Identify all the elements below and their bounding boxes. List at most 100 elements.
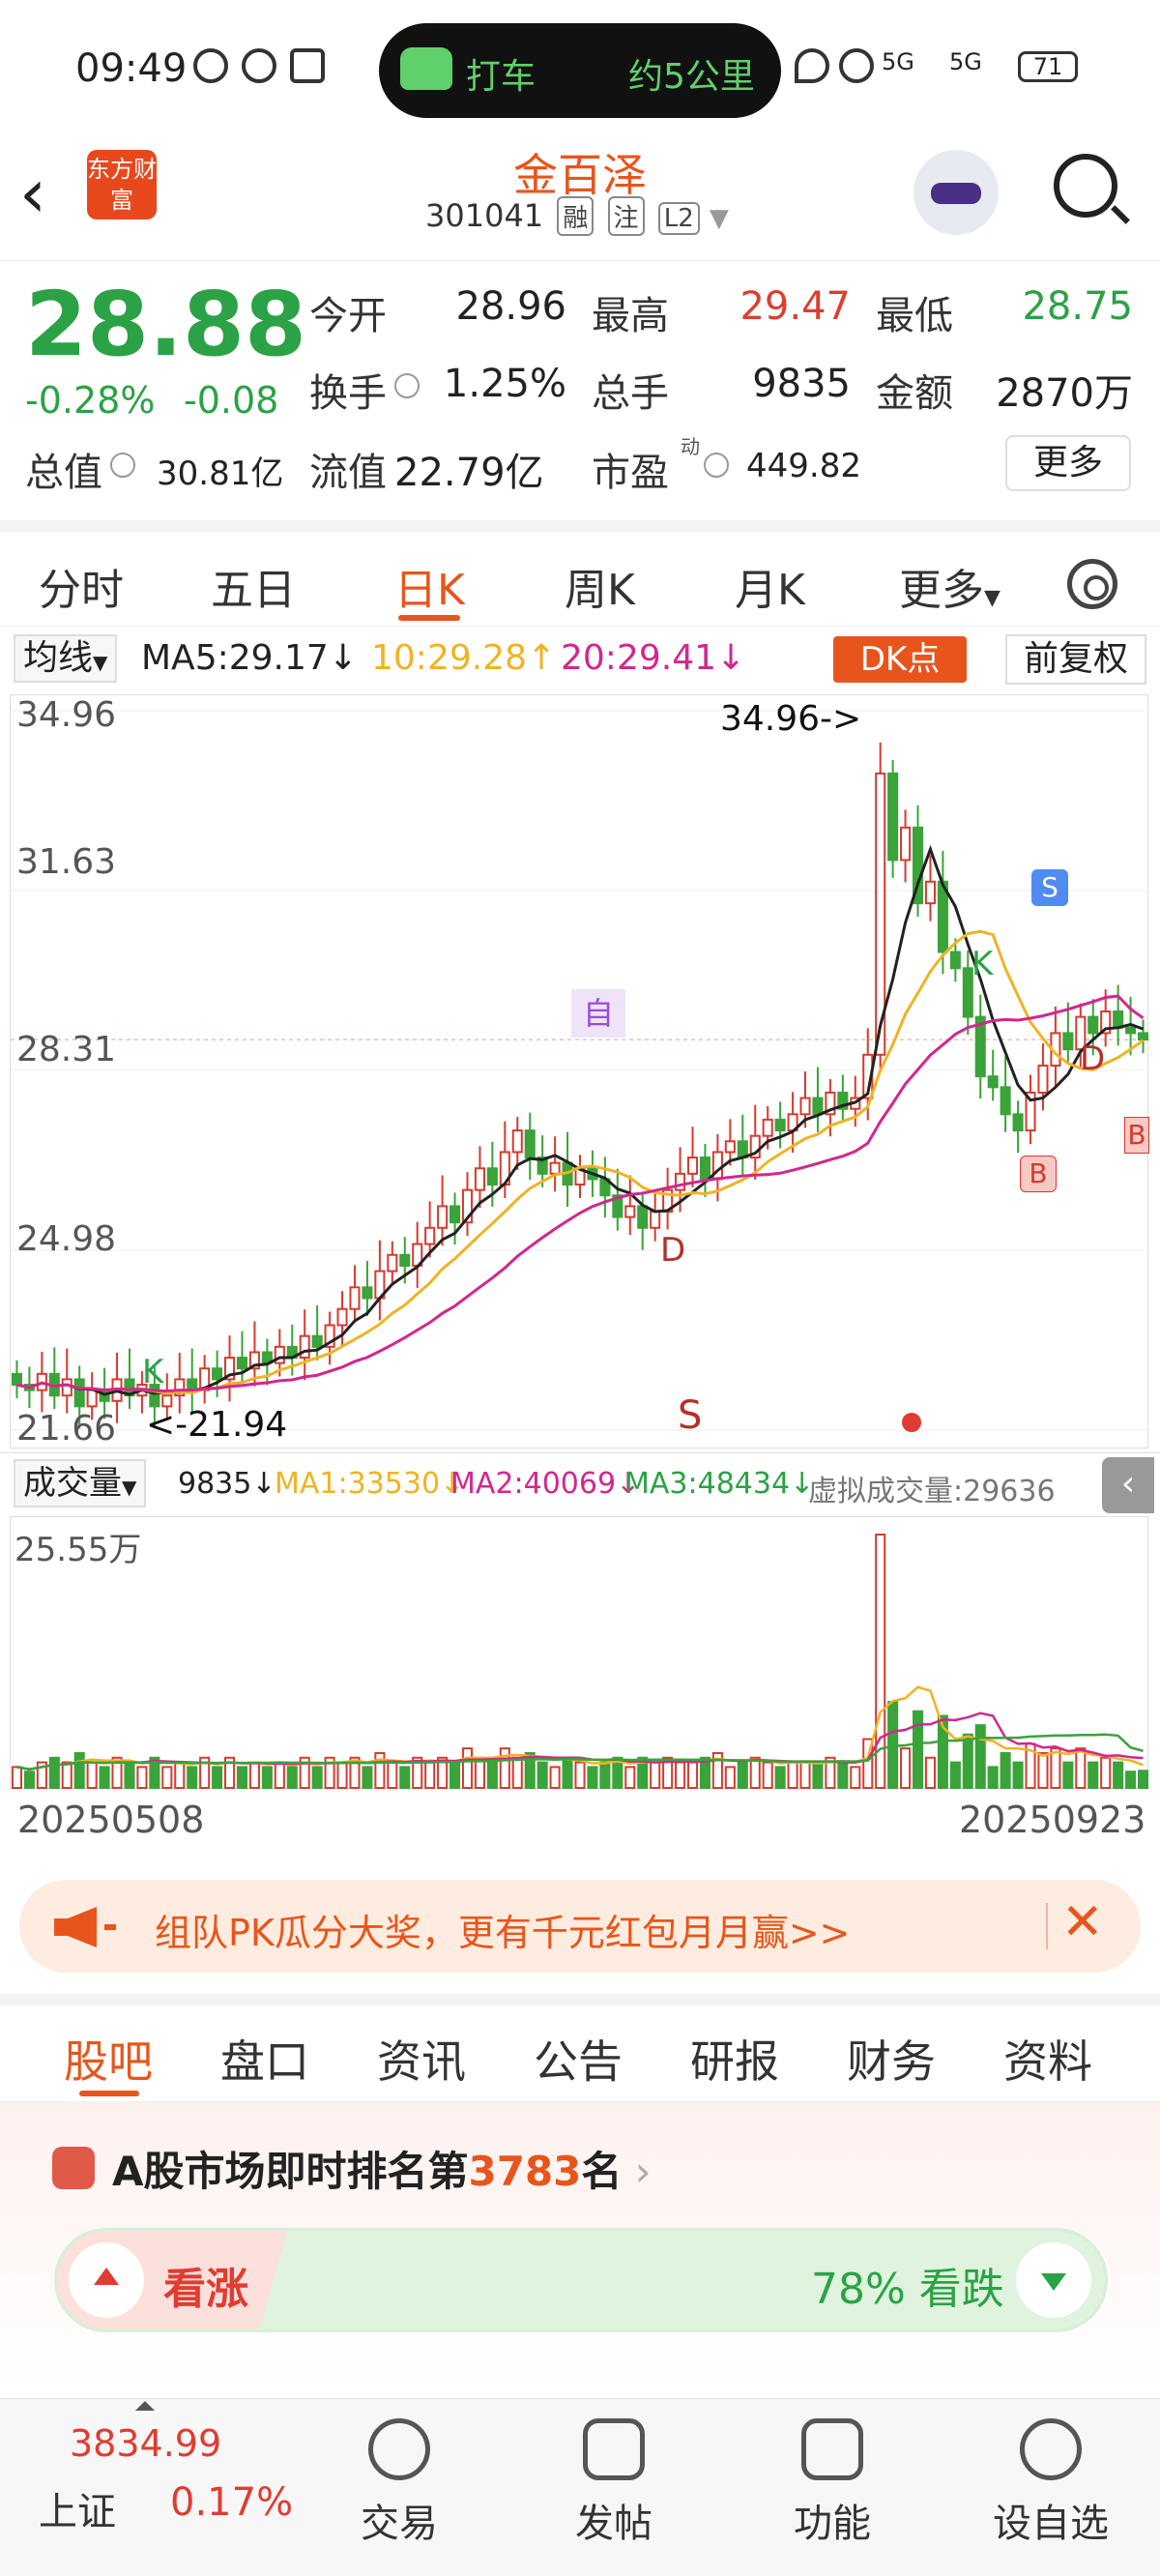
gear-icon[interactable]: [1067, 559, 1117, 609]
volume-bar: [349, 1756, 361, 1789]
edit-icon: [583, 2418, 645, 2480]
nav-post[interactable]: 发帖: [541, 2418, 686, 2548]
tab-announcements[interactable]: 公告: [534, 2035, 623, 2088]
tab-research[interactable]: 研报: [690, 2035, 779, 2088]
rank-link[interactable]: A股市场即时排名第3783名 ›: [112, 2139, 652, 2198]
dk-point-button[interactable]: DK点: [833, 636, 967, 683]
tab-five-day[interactable]: 五日: [211, 566, 296, 615]
nav-watchlist-label: 设自选: [993, 2502, 1109, 2546]
index-name[interactable]: 上证: [39, 2490, 116, 2534]
ride-label: 打车: [466, 57, 536, 97]
nav-trade[interactable]: 交易: [327, 2418, 472, 2548]
tab-weekly-k[interactable]: 周K: [565, 566, 635, 615]
close-icon[interactable]: ✕: [1061, 1893, 1104, 1951]
status-bar: 09:49 打车 约5公里 5G 5G 71: [0, 0, 1160, 140]
high-label: 最高: [592, 294, 669, 338]
ride-pill[interactable]: 打车 约5公里: [379, 23, 781, 118]
bottom-nav: 3834.99 上证 0.17% 交易 发帖 功能 设自选: [0, 2398, 1160, 2576]
candle-body: [675, 1172, 686, 1191]
vol-ma3-line: [16, 1733, 1144, 1771]
candle-body: [1125, 1026, 1137, 1035]
tab-intraday[interactable]: 分时: [39, 566, 124, 615]
volume-bar: [587, 1766, 598, 1789]
volume-bar: [511, 1756, 523, 1789]
high-value: 29.47: [740, 284, 851, 329]
turnover-label: 换手: [309, 371, 387, 416]
info-icon-mktcap[interactable]: [110, 453, 135, 478]
volume-bar: [149, 1756, 160, 1789]
nav-functions[interactable]: 功能: [760, 2418, 905, 2548]
volume-bar: [424, 1761, 436, 1789]
buy-marker-2[interactable]: B: [1124, 1117, 1149, 1154]
indicator-select[interactable]: 均线▼: [14, 634, 118, 683]
volume-bar: [299, 1756, 310, 1789]
volume-bar: [99, 1766, 110, 1789]
nav-watchlist[interactable]: 设自选: [978, 2418, 1123, 2548]
up-arrow-icon: ↑: [527, 638, 557, 678]
index-percent[interactable]: 0.17%: [170, 2480, 294, 2525]
tab-daily-k[interactable]: 日K: [394, 566, 465, 615]
candle-body: [900, 826, 912, 862]
tab-guba[interactable]: 股吧: [64, 2035, 153, 2088]
candle-body: [299, 1334, 310, 1360]
tab-profile[interactable]: 资料: [1003, 2035, 1092, 2088]
sell-marker[interactable]: S: [1031, 869, 1068, 906]
candle-body: [174, 1378, 186, 1397]
candle-body: [61, 1378, 72, 1397]
volume-bar: [486, 1761, 498, 1789]
volume-bar: [212, 1766, 223, 1789]
volume-bar: [949, 1761, 961, 1789]
promo-banner[interactable]: 组队PK瓜分大奖，更有千元红包月月赢>> ✕: [19, 1880, 1141, 1973]
volume-bar: [987, 1766, 999, 1789]
stock-header: 金百泽 ‹ 东方财富 301041 融 注 L2 ▼: [0, 140, 1160, 261]
volume-bar: [199, 1756, 211, 1789]
volume-bar: [875, 1534, 886, 1789]
candle-body: [437, 1205, 449, 1229]
candle-body: [650, 1211, 661, 1229]
volume-indicator-row: 成交量▼ 9835↓ MA1:33530↓ MA2:40069↓ MA3:484…: [0, 1452, 1160, 1513]
kline-chart[interactable]: 34.96 31.63 28.31 24.98 21.66 34.96-> <-…: [10, 694, 1149, 1449]
tab-monthly-k[interactable]: 月K: [735, 566, 805, 615]
tab-finance[interactable]: 财务: [847, 2035, 936, 2088]
expand-caret-icon[interactable]: [135, 2401, 155, 2411]
index-value[interactable]: 3834.99: [70, 2422, 222, 2465]
info-icon-pe[interactable]: [704, 453, 729, 478]
y-tick-2: 28.31: [16, 1030, 117, 1069]
volume-max-label: 25.55万: [14, 1531, 142, 1569]
volume-bar: [1113, 1761, 1124, 1789]
candle-body: [686, 1156, 699, 1175]
arrow-down-icon[interactable]: [1016, 2242, 1091, 2318]
more-button[interactable]: 更多: [1005, 435, 1131, 491]
volume-bar: [261, 1766, 273, 1789]
candle-body: [362, 1286, 373, 1300]
tab-more[interactable]: 更多▼: [899, 555, 1000, 617]
chevron-down-icon[interactable]: ▼: [709, 204, 729, 233]
ranking-chart-icon: [52, 2147, 95, 2189]
buy-marker[interactable]: B: [1020, 1156, 1057, 1192]
float-value: 22.79亿: [394, 451, 544, 495]
tab-news[interactable]: 资讯: [377, 2035, 466, 2088]
vote-up-label[interactable]: 看涨: [163, 2265, 248, 2314]
arrow-up-icon[interactable]: [69, 2242, 144, 2318]
search-icon[interactable]: [1054, 154, 1117, 218]
tab-pankou[interactable]: 盘口: [220, 2035, 309, 2088]
candle-body: [149, 1384, 160, 1408]
vote-down-label[interactable]: 78% 看跌: [811, 2265, 1004, 2314]
candle-body: [424, 1226, 436, 1245]
info-icon[interactable]: [394, 373, 420, 398]
more-dots-icon: [1020, 2418, 1082, 2480]
back-icon[interactable]: ‹: [19, 154, 46, 233]
adjust-button[interactable]: 前复权: [1005, 634, 1146, 685]
nav-trade-label: 交易: [361, 2502, 438, 2546]
self-marker[interactable]: 自: [571, 989, 625, 1038]
volume-bar: [236, 1766, 248, 1789]
volume-bar: [187, 1766, 198, 1789]
volume-bar: [825, 1756, 836, 1789]
robot-assistant-icon[interactable]: [914, 150, 999, 235]
candle-body: [549, 1161, 561, 1175]
volume-select[interactable]: 成交量▼: [14, 1459, 147, 1508]
collapse-panel-icon[interactable]: ‹: [1102, 1457, 1154, 1513]
volume-bar: [612, 1756, 624, 1789]
period-tabs: 分时 五日 日K 周K 月K 更多▼: [0, 520, 1160, 627]
volume-bar: [362, 1766, 373, 1789]
